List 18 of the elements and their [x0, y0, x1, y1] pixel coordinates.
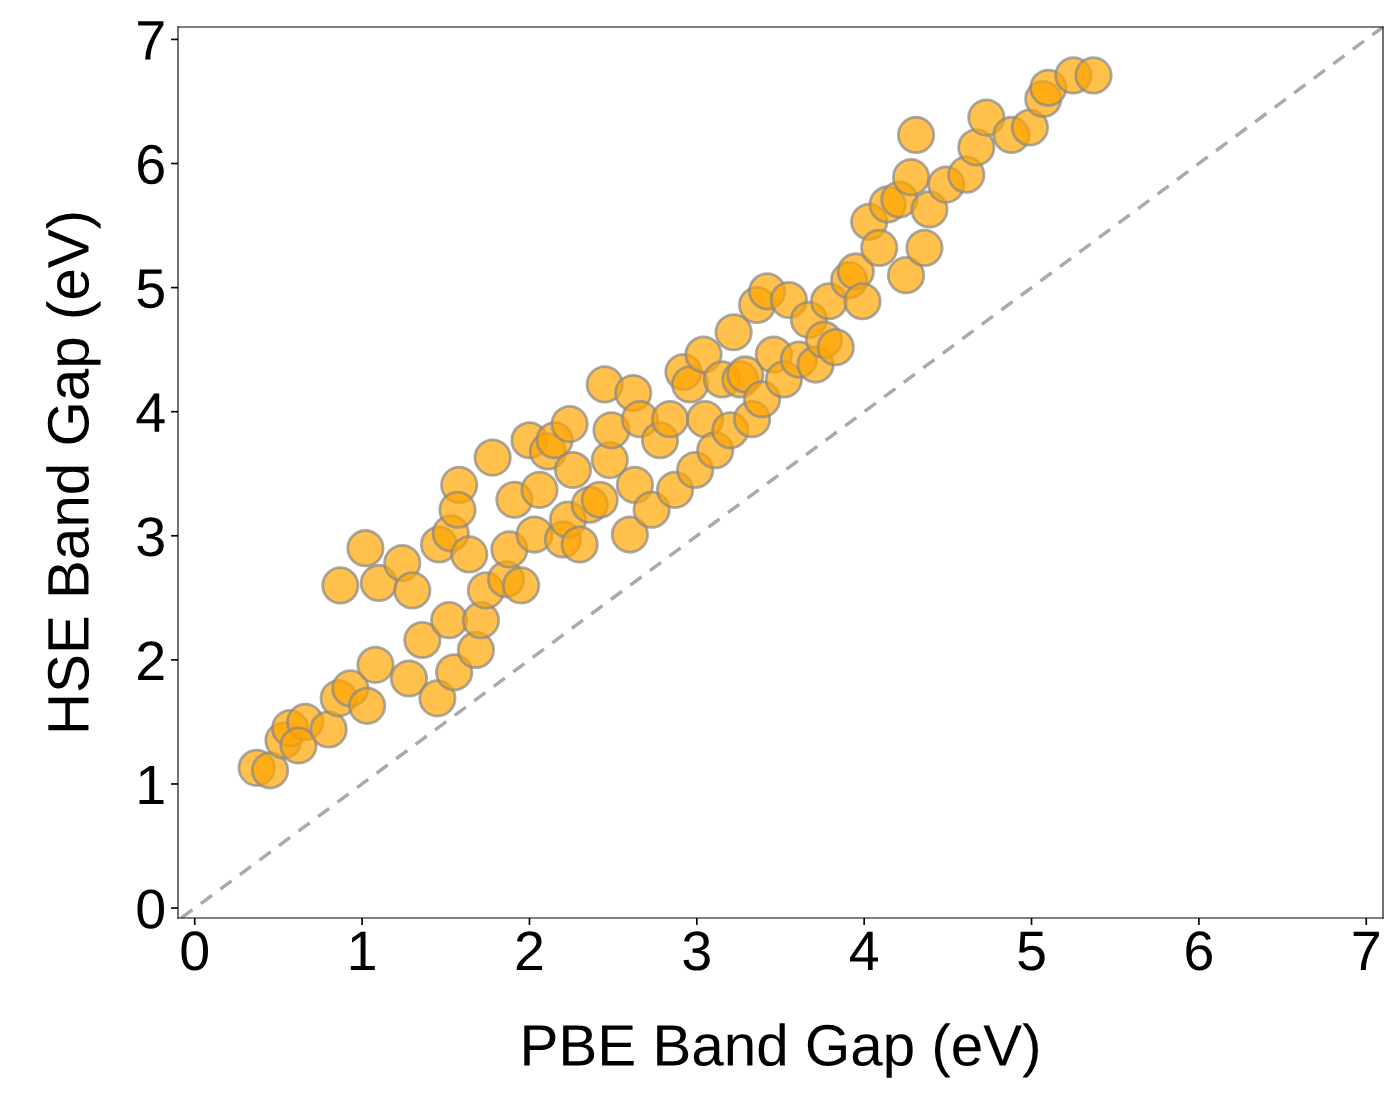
y-axis-title: HSE Band Gap (eV): [46, 213, 101, 731]
y-tick-label: 3: [137, 517, 164, 557]
y-tick-label: 4: [136, 393, 165, 432]
x-tick-label: 6: [1186, 931, 1212, 971]
y-tick-label: 7: [138, 21, 164, 60]
x-tick-label: 0: [181, 931, 209, 971]
y-tick-label: 5: [137, 269, 164, 309]
x-tick-label: 1: [350, 931, 375, 971]
x-tick-label: 3: [683, 931, 710, 971]
x-tick-label: 5: [1018, 931, 1045, 971]
x-tick-label: 2: [516, 931, 543, 971]
y-tick-label: 0: [137, 889, 165, 929]
y-tick-label: 1: [139, 765, 164, 805]
x-tick-label: 4: [850, 931, 878, 971]
y-tick-label: 2: [138, 641, 164, 681]
y-tick-label: 6: [138, 144, 164, 185]
x-tick-label: 7: [1353, 931, 1379, 971]
x-axis-title: PBE Band Gap (eV): [524, 1023, 1038, 1078]
